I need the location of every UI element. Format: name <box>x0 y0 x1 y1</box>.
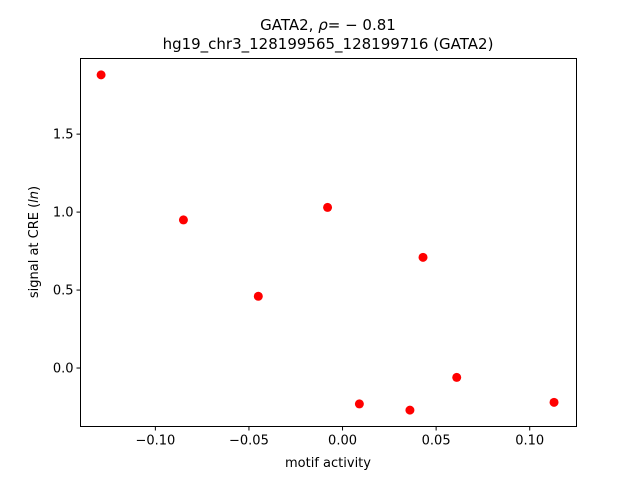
data-point <box>323 202 333 212</box>
plot-frame <box>80 58 577 427</box>
data-point <box>418 252 428 262</box>
data-point <box>253 291 263 301</box>
x-tick-label: 0.05 <box>422 434 451 449</box>
y-axis-label: signal at CRE (ln) <box>27 186 42 298</box>
data-point <box>549 397 559 407</box>
chart-title: GATA2, ρ= − 0.81 <box>260 16 396 34</box>
data-point <box>405 405 415 415</box>
data-point <box>354 399 364 409</box>
x-tick-label: 0.00 <box>328 434 357 449</box>
chart-subtitle: hg19_chr3_128199565_128199716 (GATA2) <box>163 35 494 54</box>
y-tick-label: 1.0 <box>53 206 74 221</box>
y-tick-label: 1.5 <box>53 128 74 143</box>
data-point <box>96 70 106 80</box>
y-tick-label: 0.5 <box>53 284 74 299</box>
y-axis: 0.0 0.5 1.0 1.5 <box>53 128 81 377</box>
data-point <box>178 215 188 225</box>
data-point <box>452 372 462 382</box>
x-axis-label: motif activity <box>285 456 371 471</box>
x-tick-label: 0.10 <box>515 434 544 449</box>
plot-area <box>96 70 559 415</box>
x-tick-label: −0.10 <box>135 434 175 449</box>
x-tick-label: −0.05 <box>229 434 269 449</box>
y-tick-label: 0.0 <box>53 362 74 377</box>
x-axis: −0.10 −0.05 0.00 0.05 0.10 <box>135 426 544 449</box>
